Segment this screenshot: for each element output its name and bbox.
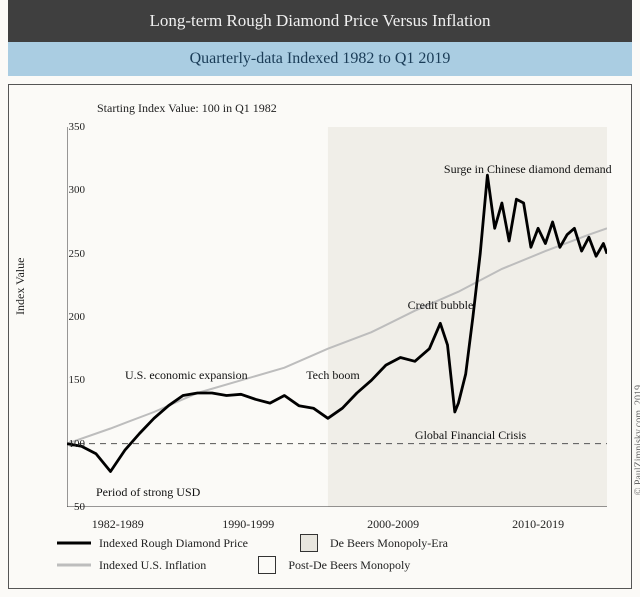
decade-label: 2000-2009 (367, 517, 419, 532)
legend: Indexed Rough Diamond Price De Beers Mon… (57, 532, 448, 576)
legend-label-inflation: Indexed U.S. Inflation (99, 558, 206, 573)
y-tick: 300 (69, 184, 86, 196)
annotation: Period of strong USD (96, 485, 200, 500)
decade-label: 1982-1989 (92, 517, 144, 532)
y-tick: 200 (69, 311, 86, 323)
annotation: Surge in Chinese diamond demand (444, 162, 612, 177)
decade-label: 2010-2019 (512, 517, 564, 532)
legend-swatch-diamond (57, 536, 91, 551)
legend-label-era1: De Beers Monopoly-Era (330, 536, 448, 551)
attribution: © PaulZimnisky.com, 2019 (633, 385, 640, 495)
y-tick: 150 (69, 374, 86, 386)
annotation: U.S. economic expansion (125, 368, 248, 383)
annotation: Credit bubble (408, 298, 474, 313)
chart-frame: Starting Index Value: 100 in Q1 1982 Ind… (8, 84, 632, 589)
starting-value-note: Starting Index Value: 100 in Q1 1982 (97, 101, 277, 116)
legend-swatch-inflation (57, 558, 91, 573)
legend-label-diamond: Indexed Rough Diamond Price (99, 536, 248, 551)
y-tick: 250 (69, 248, 86, 260)
y-axis-label: Index Value (13, 258, 28, 315)
legend-swatch-era2 (258, 556, 276, 574)
legend-label-era2: Post-De Beers Monopoly (288, 558, 410, 573)
y-tick: 350 (69, 121, 86, 133)
chart-container: Long-term Rough Diamond Price Versus Inf… (0, 0, 640, 597)
plot-area (67, 127, 607, 507)
legend-swatch-era1 (300, 534, 318, 552)
subtitle-bar: Quarterly-data Indexed 1982 to Q1 2019 (8, 42, 632, 76)
y-tick: 100 (69, 438, 86, 450)
y-tick: 50 (74, 501, 85, 513)
annotation: Tech boom (306, 368, 359, 383)
title-bar: Long-term Rough Diamond Price Versus Inf… (8, 0, 632, 42)
annotation: Global Financial Crisis (415, 428, 526, 443)
decade-label: 1990-1999 (222, 517, 274, 532)
